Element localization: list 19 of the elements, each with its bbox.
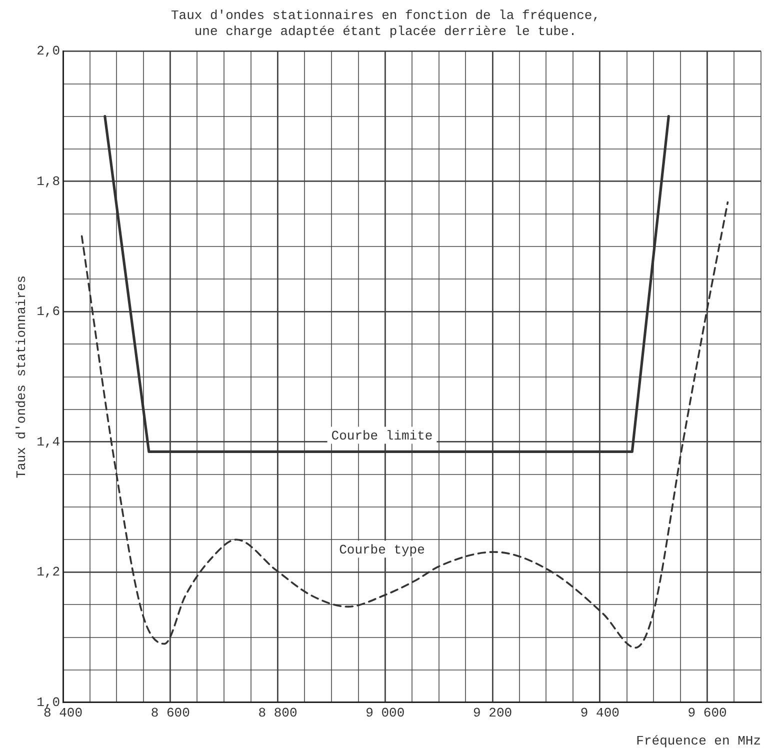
text: Taux d'ondes stationnaires en fonction de la fréquence, <box>170 8 600 24</box>
series-label: Courbe type <box>339 542 425 558</box>
y-tick-label: 1,2 <box>36 564 60 580</box>
x-tick-label: 8 800 <box>258 706 298 721</box>
y-axis-title: Taux d'ondes stationnaires <box>14 275 30 478</box>
x-tick-label: 9 200 <box>473 706 512 721</box>
y-tick-label: 1,0 <box>36 694 60 710</box>
x-axis-title: Fréquence en MHz <box>636 733 761 748</box>
text: une charge adaptée étant placée derrière le tube. <box>194 24 577 39</box>
series-label: Courbe limite <box>331 428 433 444</box>
y-tick-label: 2,0 <box>36 44 60 59</box>
x-tick-label: 9 000 <box>366 706 405 721</box>
y-tick-label: 1,4 <box>36 434 60 450</box>
y-tick-label: 1,6 <box>36 304 60 320</box>
x-tick-label: 9 600 <box>688 706 727 721</box>
y-tick-label: 1,8 <box>36 174 60 189</box>
x-tick-label: 8 600 <box>150 706 190 721</box>
line-series <box>80 201 729 649</box>
x-tick-label: 9 400 <box>580 706 620 721</box>
